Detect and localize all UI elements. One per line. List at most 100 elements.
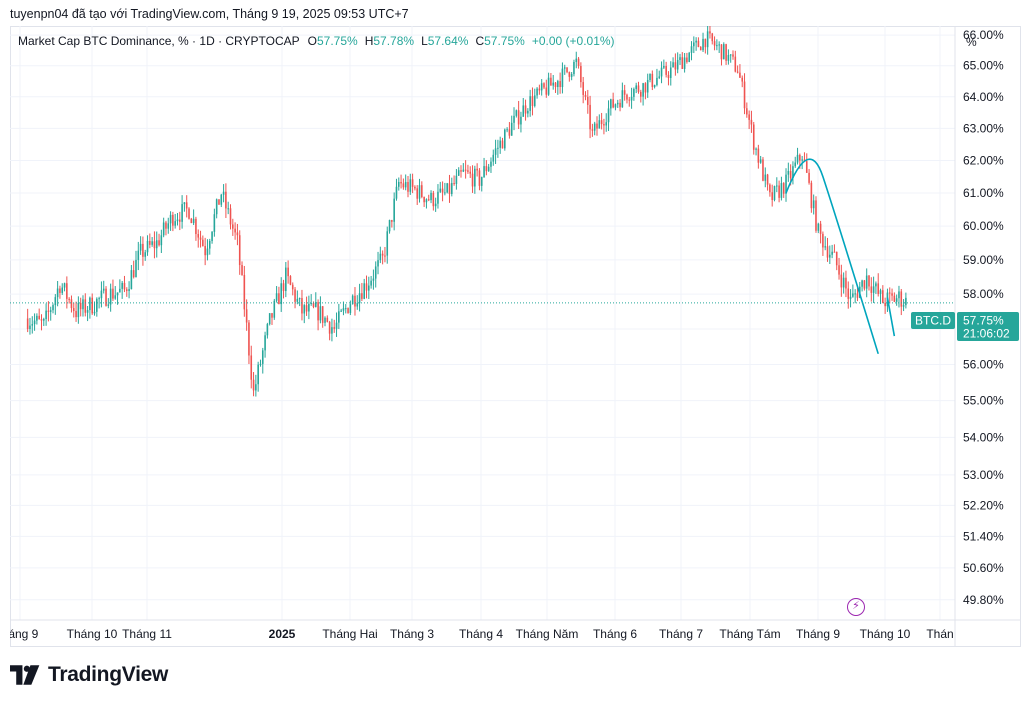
- candle-body: [695, 40, 697, 43]
- candle-body: [192, 218, 195, 224]
- candle-body: [679, 57, 681, 61]
- candle-body: [626, 94, 628, 100]
- candle-body: [188, 208, 190, 219]
- candle-body: [545, 87, 548, 95]
- y-tick-label: 60.00%: [963, 219, 1004, 233]
- candle-body: [464, 169, 467, 171]
- candle-body: [628, 99, 631, 101]
- axis-unit-label[interactable]: %: [966, 35, 977, 49]
- candle-body: [476, 168, 478, 171]
- candle-body: [404, 182, 407, 188]
- candle-body: [699, 46, 702, 51]
- candle-body: [861, 280, 863, 287]
- candle-body: [185, 202, 188, 209]
- candle-body: [227, 208, 229, 210]
- y-tick-label: 59.00%: [963, 253, 1004, 267]
- candle-body: [409, 179, 412, 192]
- candle-body: [107, 304, 110, 306]
- candle-body: [91, 297, 94, 314]
- price-chart[interactable]: 66.00% 65.00% 64.00% 63.00% 62.00% 61.00% 60.0…: [10, 26, 1021, 647]
- candle-body: [63, 283, 66, 288]
- candle-body: [250, 355, 253, 380]
- candle-body: [377, 260, 379, 267]
- candle-body: [344, 308, 347, 310]
- candle-body: [400, 181, 402, 184]
- candle-body: [478, 170, 481, 186]
- candle-body: [356, 303, 359, 307]
- close-value: 57.75%: [484, 34, 525, 48]
- candle-body: [773, 186, 776, 200]
- candle-body: [264, 335, 266, 351]
- candle-body: [130, 270, 133, 290]
- candle-body: [550, 77, 552, 86]
- candle-body: [637, 85, 640, 92]
- price-tag: [957, 312, 1019, 341]
- candle-body: [527, 110, 529, 114]
- candle-body: [674, 62, 677, 70]
- candle-body: [384, 255, 386, 257]
- candle-body: [533, 95, 536, 106]
- candle-body: [66, 283, 68, 299]
- candle-body: [884, 302, 886, 307]
- candle-body: [213, 214, 216, 232]
- candle-body: [430, 192, 432, 201]
- candle-body: [586, 96, 589, 105]
- candle-body: [174, 221, 176, 226]
- candle-body: [612, 99, 614, 108]
- candle-body: [280, 283, 283, 305]
- candle-body: [59, 288, 61, 293]
- y-tick-label: 54.00%: [963, 430, 1004, 444]
- tradingview-logo[interactable]: TradingView: [10, 663, 168, 687]
- candle-body: [169, 214, 172, 224]
- candle-body: [882, 290, 884, 303]
- candle-body: [100, 290, 103, 299]
- symbol-title[interactable]: Market Cap BTC Dominance, % · 1D · CRYPT…: [18, 34, 300, 48]
- candle-body: [610, 99, 612, 109]
- candle-body: [372, 278, 375, 281]
- candle-body: [206, 248, 209, 256]
- candle-body: [580, 66, 582, 83]
- candle-body: [845, 277, 847, 289]
- trend-drawing: [886, 297, 896, 337]
- candle-body: [875, 283, 877, 287]
- candle-body: [598, 120, 601, 129]
- candle-body: [582, 82, 584, 95]
- lightning-icon[interactable]: ⚡: [847, 598, 865, 616]
- candle-body: [211, 231, 213, 241]
- candle-body: [739, 72, 741, 78]
- candle-body: [838, 265, 840, 275]
- symbol-tag-label: BTC.D: [915, 314, 951, 328]
- candle-body: [593, 123, 596, 131]
- candle-body: [778, 185, 780, 198]
- candle-body: [722, 44, 725, 60]
- candle-body: [326, 317, 329, 322]
- candle-body: [238, 235, 241, 266]
- candle-body: [305, 305, 308, 312]
- candle-body: [877, 283, 880, 294]
- candle-body: [471, 173, 474, 187]
- candle-body: [416, 188, 419, 199]
- candle-body: [72, 308, 75, 312]
- candle-body: [98, 298, 100, 300]
- candle-body: [439, 188, 442, 192]
- candle-body: [810, 182, 813, 209]
- candle-body: [137, 250, 140, 260]
- candle-body: [427, 199, 430, 201]
- chart-frame[interactable]: [10, 26, 1021, 647]
- candle-body: [690, 46, 693, 53]
- candle-body: [640, 91, 642, 97]
- candle-body: [688, 52, 691, 62]
- candle-body: [391, 220, 393, 222]
- candle-body: [817, 223, 820, 231]
- chart-legend: Market Cap BTC Dominance, % · 1D · CRYPT…: [18, 34, 622, 48]
- candle-body: [425, 199, 428, 203]
- price-tag-group: BTC.D 57.75% 21:06:02: [911, 312, 1019, 341]
- candle-body: [531, 96, 534, 106]
- candle-body: [895, 298, 898, 302]
- candle-body: [607, 108, 610, 123]
- x-tick-label: háng 9: [10, 627, 39, 641]
- candle-body: [266, 324, 269, 336]
- x-tick-label: Tháng 9: [796, 627, 840, 641]
- candle-body: [462, 169, 465, 172]
- candle-body: [826, 246, 829, 258]
